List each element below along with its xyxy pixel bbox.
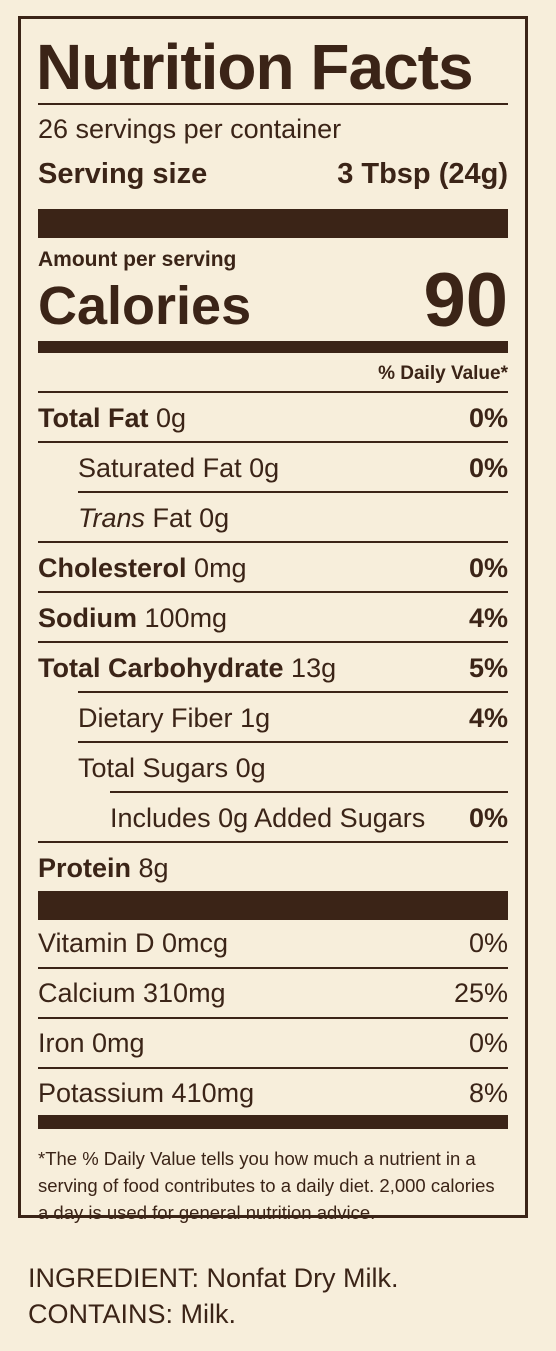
serving-size-value: 3 Tbsp (24g) [337, 158, 508, 190]
divider [78, 691, 508, 693]
daily-value-header-row: % Daily Value* [38, 361, 508, 387]
divider [38, 841, 508, 843]
nutrient-amount: 8g [138, 853, 169, 883]
nutrient-name: Sodium [38, 603, 137, 633]
divider [110, 791, 508, 793]
daily-value-header: % Daily Value* [378, 363, 508, 384]
medium-divider [38, 341, 508, 353]
nutrient-amount: 0mg [194, 553, 247, 583]
nutrient-row-total-fat: Total Fat 0g 0% [38, 401, 508, 435]
vitamin-name: Iron 0mg [38, 1028, 145, 1058]
nutrient-amount: 100mg [144, 603, 228, 633]
thick-divider [38, 891, 508, 920]
contains-line: CONTAINS: Milk. [28, 1299, 236, 1329]
nutrient-name-rest: Fat [152, 503, 192, 533]
label-title: Nutrition Facts [36, 31, 474, 103]
nutrient-amount: 0g [249, 453, 280, 483]
amount-per-serving-row: Amount per serving [38, 246, 508, 274]
nutrient-row-total-sugars: Total Sugars 0g [38, 751, 508, 785]
vitamin-dv: 8% [468, 1078, 508, 1108]
calories-label: Calories [38, 276, 252, 336]
divider [38, 391, 508, 393]
serving-size-label: Serving size [38, 158, 208, 190]
vitamin-name: Potassium 410mg [38, 1078, 255, 1108]
vitamin-dv: 0% [468, 1028, 508, 1058]
vitamin-row-vitamin-d: Vitamin D 0mcg 0% [38, 926, 508, 960]
ingredients-statement: INGREDIENT: Nonfat Dry Milk. CONTAINS: M… [28, 1260, 399, 1332]
nutrient-name: Cholesterol [38, 553, 187, 583]
calories-value: 90 [423, 258, 508, 343]
nutrition-facts-label: Nutrition Facts 26 servings per containe… [18, 16, 528, 1223]
vitamin-row-calcium: Calcium 310mg 25% [38, 976, 508, 1010]
divider [38, 641, 508, 643]
nutrient-dv: 0% [468, 803, 508, 833]
divider [38, 441, 508, 443]
nutrient-dv: 4% [468, 603, 508, 633]
medium-divider [38, 1115, 508, 1129]
nutrient-row-sodium: Sodium 100mg 4% [38, 601, 508, 635]
nutrient-name: Total Sugars [78, 753, 229, 783]
nutrient-amount: 13g [291, 653, 337, 683]
nutrient-amount: 0g [156, 403, 187, 433]
nutrient-row-total-carbohydrate: Total Carbohydrate 13g 5% [38, 651, 508, 685]
nutrient-dv: 0% [468, 553, 508, 583]
nutrient-name: Dietary Fiber [78, 703, 233, 733]
daily-value-footnote: *The % Daily Value tells you how much a … [38, 1148, 495, 1223]
nutrient-name: Total Fat [38, 403, 149, 433]
nutrient-row-dietary-fiber: Dietary Fiber 1g 4% [38, 701, 508, 735]
amount-per-serving: Amount per serving [38, 248, 237, 271]
vitamin-dv: 25% [453, 978, 508, 1008]
divider [78, 491, 508, 493]
nutrient-name: Protein [38, 853, 132, 883]
calories-row: Calories 90 [38, 263, 508, 339]
nutrient-amount: 0g [199, 503, 230, 533]
nutrient-name: Total Carbohydrate [38, 653, 284, 683]
nutrient-dv: 0% [468, 403, 508, 433]
vitamin-row-potassium: Potassium 410mg 8% [38, 1076, 508, 1110]
divider [38, 103, 508, 105]
nutrient-row-protein: Protein 8g [38, 851, 508, 885]
servings-per-container-row: 26 servings per container [38, 112, 508, 146]
nutrient-dv: 4% [468, 703, 508, 733]
vitamin-name: Vitamin D 0mcg [38, 928, 229, 958]
divider [38, 967, 508, 969]
nutrient-amount: 1g [240, 703, 271, 733]
nutrient-amount: 0g [235, 753, 266, 783]
nutrient-row-added-sugars: Includes 0g Added Sugars 0% [38, 801, 508, 835]
vitamin-dv: 0% [468, 928, 508, 958]
vitamin-row-iron: Iron 0mg 0% [38, 1026, 508, 1060]
divider [38, 1017, 508, 1019]
servings-per-container: 26 servings per container [38, 114, 342, 144]
nutrient-name: Includes 0g Added Sugars [110, 803, 426, 833]
nutrient-row-saturated-fat: Saturated Fat 0g 0% [38, 451, 508, 485]
divider [78, 741, 508, 743]
nutrient-row-cholesterol: Cholesterol 0mg 0% [38, 551, 508, 585]
nutrient-name: Saturated Fat [78, 453, 242, 483]
divider [38, 1067, 508, 1069]
nutrient-row-trans-fat: Trans Fat 0g [38, 501, 508, 535]
divider [38, 591, 508, 593]
label-content: Nutrition Facts 26 servings per containe… [36, 19, 508, 1223]
nutrient-dv: 5% [468, 653, 508, 683]
thick-divider [38, 209, 508, 238]
serving-size-row: Serving size 3 Tbsp (24g) [38, 157, 508, 191]
divider [38, 541, 508, 543]
ingredients-line: INGREDIENT: Nonfat Dry Milk. [28, 1263, 399, 1293]
vitamin-name: Calcium 310mg [38, 978, 226, 1008]
nutrient-dv: 0% [468, 453, 508, 483]
nutrient-name: Trans [78, 503, 146, 533]
